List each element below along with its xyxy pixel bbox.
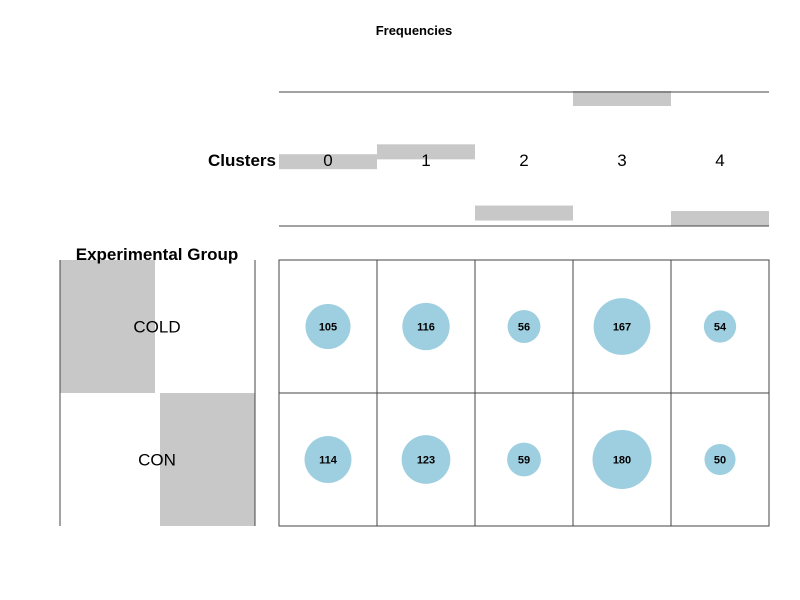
balloon (305, 303, 351, 350)
balloon-count: 114 (319, 455, 338, 467)
row-total-bar (160, 393, 255, 526)
balloon-count: 54 (714, 322, 727, 334)
column-total-bar (377, 144, 475, 160)
column-header: Clusters (208, 151, 276, 170)
balloon (703, 310, 737, 343)
row-margin-band: COLD CON (59, 260, 256, 526)
balloon (704, 443, 736, 476)
column-label: 2 (519, 151, 528, 170)
balloon-count: 105 (319, 322, 337, 334)
row-header: Experimental Group (76, 245, 238, 264)
row-label: CON (138, 451, 176, 470)
balloon (507, 442, 541, 477)
row-total-bar (60, 260, 155, 393)
balloon-count: 180 (613, 455, 631, 467)
chart-title: Frequencies (376, 23, 453, 38)
column-total-bar (671, 211, 769, 226)
balloon-count: 59 (518, 455, 530, 467)
column-total-bar (279, 154, 377, 170)
balloon-grid: 105 116 56 167 54 114 123 59 180 50 (278, 259, 770, 527)
balloon-count: 116 (417, 322, 435, 334)
column-label: 1 (421, 151, 430, 170)
balloon-count: 167 (613, 322, 631, 334)
column-margin-band: 0 1 2 3 4 (279, 91, 769, 227)
balloon-count: 50 (714, 455, 726, 467)
balloon (304, 436, 352, 483)
balloon-count: 123 (417, 455, 435, 467)
column-label: 0 (323, 151, 332, 170)
balloon (402, 302, 450, 351)
row-label: COLD (133, 318, 180, 337)
column-total-bar (475, 205, 573, 221)
balloon (593, 298, 651, 355)
balloon (401, 435, 451, 484)
balloon-count: 56 (518, 322, 530, 334)
column-label: 3 (617, 151, 626, 170)
column-label: 4 (715, 151, 724, 170)
balloon (507, 310, 541, 343)
column-total-bar (573, 91, 671, 106)
balloon (592, 430, 652, 489)
